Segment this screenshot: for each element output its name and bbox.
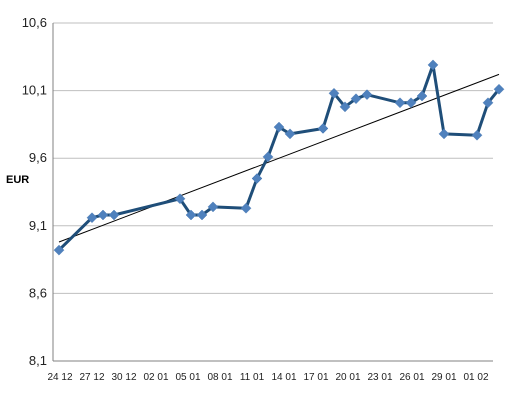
data-point: [339, 101, 351, 113]
y-tick-label: 9,1: [29, 218, 47, 233]
data-point: [350, 93, 362, 105]
x-tick-labels: 24 12 27 12 30 12 02 01 05 01 08 01 11 01 14 01…: [47, 372, 488, 383]
data-point: [405, 97, 417, 109]
x-tick-label: 14 01: [271, 372, 296, 383]
data-point: [438, 128, 450, 140]
data-point: [108, 209, 120, 221]
data-point: [328, 87, 340, 99]
x-tick-label: 24 12: [47, 372, 72, 383]
y-tick-labels: 8,1 8,6 9,1 9,6 10,1 10,6: [22, 15, 47, 368]
x-tick-label: 02 01: [143, 372, 168, 383]
y-tick-label: 10,1: [22, 83, 47, 98]
x-tick-label: 01 02: [463, 372, 488, 383]
x-tick-label: 27 12: [79, 372, 104, 383]
gridlines: [53, 22, 493, 362]
y-tick-label: 9,6: [29, 150, 47, 165]
y-tick-label: 8,6: [29, 285, 47, 300]
x-tick-label: 30 12: [111, 372, 136, 383]
y-axis-label: EUR: [6, 174, 29, 186]
data-point: [427, 59, 439, 71]
data-point: [317, 123, 329, 134]
x-tick-label: 08 01: [207, 372, 232, 383]
data-point: [284, 128, 296, 140]
data-point: [394, 97, 406, 109]
data-point: [482, 97, 494, 109]
data-point: [196, 209, 208, 221]
x-tick-label: 29 01: [431, 372, 456, 383]
data-point: [185, 209, 197, 221]
data-point: [262, 151, 274, 163]
data-point: [174, 193, 186, 205]
x-tick-label: 20 01: [335, 372, 360, 383]
x-tick-label: 23 01: [367, 372, 392, 383]
series-line: [57, 63, 501, 252]
data-point: [86, 212, 98, 224]
y-tick-label: 10,6: [22, 15, 47, 30]
trendline: [58, 73, 500, 243]
data-point: [493, 83, 505, 95]
x-tick-label: 17 01: [303, 372, 328, 383]
data-point: [53, 244, 65, 256]
trendline-group: [58, 73, 500, 243]
axes: [52, 23, 493, 362]
y-tick-label: 8,1: [29, 353, 47, 368]
data-point: [207, 201, 219, 213]
x-tick-label: 05 01: [175, 372, 200, 383]
x-tick-label: 11 01: [240, 372, 265, 383]
data-point: [97, 209, 109, 221]
series-group: [53, 59, 505, 256]
x-tick-label: 26 01: [399, 372, 424, 383]
data-point: [416, 90, 428, 102]
data-point: [273, 121, 285, 133]
data-point: [251, 173, 263, 184]
data-point: [361, 89, 373, 101]
data-point: [240, 202, 252, 214]
data-point: [471, 129, 483, 141]
